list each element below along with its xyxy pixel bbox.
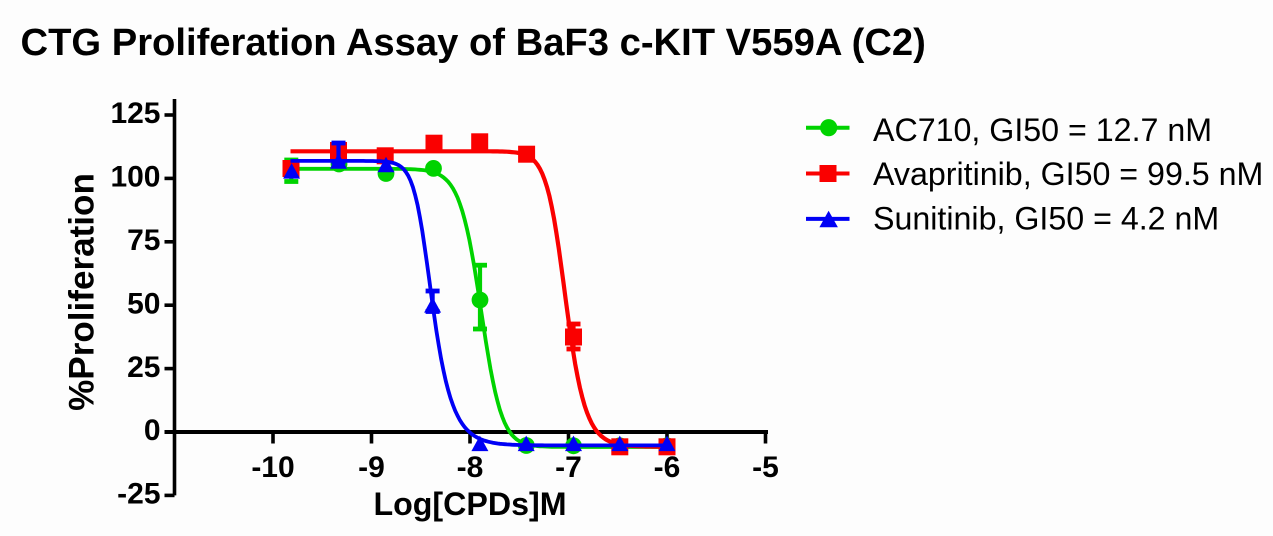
svg-text:-7: -7 [555,451,582,484]
svg-text:0: 0 [144,414,161,447]
svg-text:-5: -5 [752,451,779,484]
svg-text:-8: -8 [457,451,484,484]
svg-text:25: 25 [127,351,160,384]
svg-text:100: 100 [110,161,160,194]
svg-text:Sunitinib, GI50 = 4.2 nM: Sunitinib, GI50 = 4.2 nM [873,200,1219,236]
svg-text:Avapritinib, GI50 = 99.5 nM: Avapritinib, GI50 = 99.5 nM [873,156,1263,192]
svg-text:-25: -25 [117,478,160,511]
svg-text:CTG Proliferation Assay of BaF: CTG Proliferation Assay of BaF3 c-KIT V5… [21,21,926,64]
svg-text:125: 125 [110,97,160,130]
svg-text:%Proliferation: %Proliferation [63,173,102,411]
svg-text:AC710, GI50 = 12.7 nM: AC710, GI50 = 12.7 nM [873,112,1212,148]
svg-text:-9: -9 [358,451,385,484]
svg-text:50: 50 [127,287,160,320]
svg-text:-6: -6 [654,451,681,484]
svg-text:-10: -10 [251,451,294,484]
svg-text:75: 75 [127,224,160,257]
svg-text:Log[CPDs]M: Log[CPDs]M [373,486,566,522]
